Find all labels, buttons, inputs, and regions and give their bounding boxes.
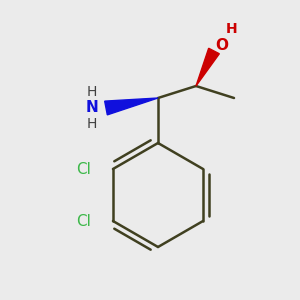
Polygon shape: [105, 98, 158, 115]
Text: Cl: Cl: [76, 161, 91, 176]
Text: Cl: Cl: [76, 214, 91, 229]
Text: H: H: [87, 117, 97, 131]
Text: H: H: [87, 85, 97, 99]
Text: O: O: [215, 38, 229, 52]
Text: H: H: [226, 22, 238, 36]
Text: N: N: [85, 100, 98, 116]
Polygon shape: [196, 48, 219, 86]
